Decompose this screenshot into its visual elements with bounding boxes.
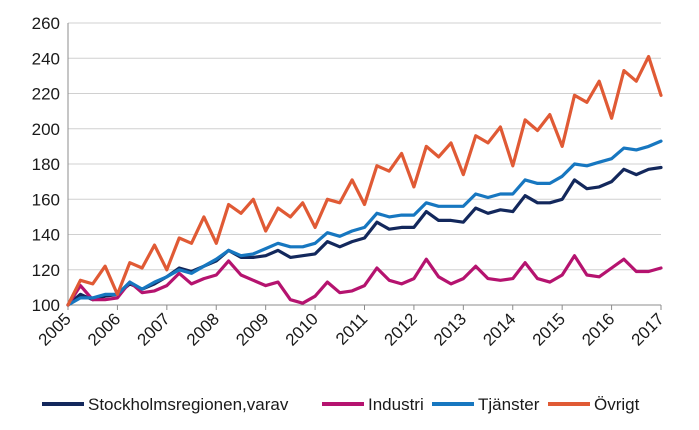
y-tick-label: 220: [32, 85, 60, 104]
series-line-2: [66, 139, 663, 307]
series-line-1: [66, 254, 663, 307]
x-tick-label: 2007: [133, 309, 173, 349]
y-tick-label: 180: [32, 155, 60, 174]
y-tick-label: 140: [32, 226, 60, 245]
x-tick-label: 2011: [332, 309, 371, 348]
y-tick-label: 160: [32, 190, 60, 209]
x-tick-label: 2012: [381, 309, 421, 349]
series-line-3: [66, 54, 663, 307]
legend-label-1: Industri: [368, 395, 424, 414]
y-tick-label: 100: [32, 296, 60, 315]
y-tick-label: 200: [32, 120, 60, 139]
x-tick-label: 2008: [183, 309, 223, 349]
x-tick-label: 2015: [529, 309, 569, 349]
legend-label-2: Tjänster: [478, 395, 540, 414]
axes: [67, 23, 662, 310]
x-tick-label: 2017: [628, 309, 668, 349]
legend-label-0: Stockholmsregionen,varav: [88, 395, 289, 414]
x-tick-label: 2006: [84, 309, 124, 349]
x-tick-label: 2013: [430, 309, 470, 349]
y-tick-label: 120: [32, 261, 60, 280]
x-axis-tick-labels: 2005 2006 2007 2008 2009 2010 2011 2012 2013 2014…: [35, 309, 668, 349]
y-tick-label: 260: [32, 14, 60, 33]
x-tick-label: 2009: [232, 309, 272, 349]
legend: Stockholmsregionen,varav Industri Tjänster…: [42, 395, 640, 414]
legend-label-3: Övrigt: [594, 395, 640, 414]
y-axis-tick-labels: 100 120 140 160 180 200 220 240 260: [32, 14, 60, 315]
series-lines: [66, 54, 663, 307]
x-tick-label: 2005: [35, 309, 75, 349]
gridlines: [68, 22, 661, 271]
x-tick-label: 2016: [578, 309, 618, 349]
y-tick-label: 240: [32, 49, 60, 68]
x-tick-label: 2010: [282, 309, 322, 349]
x-tick-label: 2014: [479, 309, 519, 349]
